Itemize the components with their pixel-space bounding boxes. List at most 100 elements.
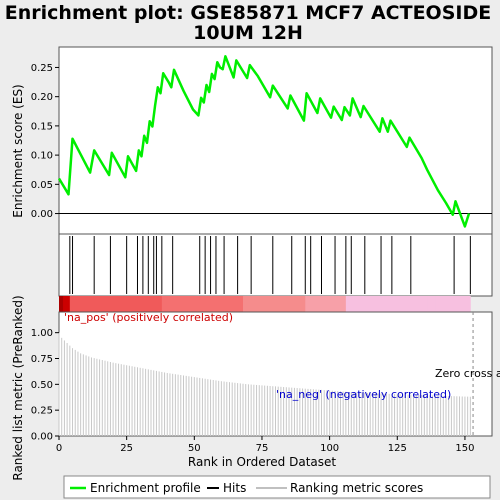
- ranking-x-tick-label: 75: [256, 443, 269, 454]
- es-y-ticks: 0.00 0.05 0.10 0.15 0.20 0.25: [31, 63, 59, 220]
- color-bar-segment: [375, 296, 379, 312]
- color-bar-segment: [302, 296, 306, 312]
- color-bar-segment: [443, 296, 447, 312]
- color-bar-segment: [280, 296, 285, 312]
- color-bar-segment: [307, 296, 312, 312]
- color-bar-segment: [348, 296, 352, 312]
- color-bar-segment: [351, 296, 355, 312]
- color-bar-segment: [421, 296, 425, 312]
- color-bar-segment: [77, 296, 82, 312]
- color-bar-segment: [153, 296, 157, 312]
- color-bar-segment: [359, 296, 363, 312]
- color-bar-segment: [102, 296, 106, 312]
- color-bar-segment: [226, 296, 230, 312]
- color-bar-segment: [278, 296, 282, 312]
- color-bar-segment: [251, 296, 255, 312]
- color-bar-segment: [362, 296, 366, 312]
- color-bar-segment: [291, 296, 295, 312]
- color-bar-segment: [191, 296, 195, 312]
- ranking-x-tick-label: 0: [56, 443, 62, 454]
- ranking-x-tick-label: 100: [320, 443, 339, 454]
- ranking-x-ticks: 0 25 50 75 100 125 150: [56, 436, 474, 454]
- color-bar-segment: [408, 296, 412, 312]
- color-bar-segment: [394, 296, 398, 312]
- es-plot-area: [58, 46, 493, 235]
- color-bar-segment: [75, 296, 79, 312]
- ranking-x-tick-label: 50: [188, 443, 201, 454]
- legend-label-enrichment-profile: Enrichment profile: [90, 481, 201, 495]
- color-bar-segment: [256, 296, 260, 312]
- color-bar-segment: [69, 296, 73, 312]
- negative-correlation-label: 'na_neg' (negatively correlated): [276, 388, 451, 401]
- ranking-y-tick-label: 0.75: [31, 354, 53, 365]
- color-bar-segment: [299, 296, 303, 312]
- color-bar-segment: [454, 296, 458, 312]
- ranking-x-axis-label: Rank in Ordered Dataset: [188, 455, 336, 469]
- es-y-axis-label: Enrichment score (ES): [11, 84, 25, 217]
- color-bar-segment: [367, 296, 371, 312]
- color-bar-segment: [202, 296, 206, 312]
- color-bar-segment: [132, 296, 136, 312]
- color-bar-segment: [370, 296, 374, 312]
- color-bar-segment: [335, 296, 339, 312]
- color-bar-segment: [286, 296, 290, 312]
- color-bar-segment: [67, 296, 71, 312]
- color-bar-segment: [96, 296, 100, 312]
- color-bar-segment: [356, 296, 360, 312]
- color-bar-segment: [383, 296, 387, 312]
- color-bar-segment: [113, 296, 117, 312]
- color-bar-segment: [145, 296, 149, 312]
- color-bar-segment: [169, 296, 174, 312]
- ranking-metric-bars: [58, 332, 471, 436]
- color-bar-segment: [129, 296, 133, 312]
- color-bar-segment: [186, 296, 190, 312]
- color-bar-segment: [416, 296, 420, 312]
- color-bar-segment: [80, 296, 84, 312]
- color-bar-segment: [94, 296, 98, 312]
- es-y-tick-label: 0.20: [31, 92, 53, 103]
- positive-correlation-label: 'na_pos' (positively correlated): [64, 311, 233, 324]
- color-bar-segment: [267, 296, 271, 312]
- color-bar-segment: [59, 296, 64, 312]
- color-bar-segment: [462, 296, 466, 312]
- color-bar-segment: [213, 296, 217, 312]
- color-bar-segment: [118, 296, 122, 312]
- color-bar-segment: [437, 296, 441, 312]
- color-bar-segment: [72, 296, 76, 312]
- color-bar-segment: [432, 296, 436, 312]
- color-bar-segment: [386, 296, 390, 312]
- color-bar-segment: [467, 296, 471, 312]
- color-bar-segment: [451, 296, 455, 312]
- color-bar-segment: [405, 296, 409, 312]
- hits-plot-area: [58, 233, 493, 297]
- color-bar-segment: [445, 296, 450, 312]
- color-bar-segment: [381, 296, 385, 312]
- color-bar-segment: [318, 296, 322, 312]
- color-bar-segment: [218, 296, 222, 312]
- color-bar-segment: [91, 296, 95, 312]
- color-bar-segment: [372, 296, 377, 312]
- color-bar-segment: [353, 296, 358, 312]
- color-bar-segment: [391, 296, 395, 312]
- color-bar-segment: [172, 296, 176, 312]
- color-bar-segment: [167, 296, 171, 312]
- color-bar-segment: [234, 296, 239, 312]
- color-bar-segment: [427, 296, 431, 312]
- color-bar-segment: [289, 296, 293, 312]
- ranking-y-axis-label: Ranked list metric (PreRanked): [11, 295, 25, 480]
- color-bar-segment: [215, 296, 220, 312]
- color-bar-segment: [248, 296, 252, 312]
- ranking-x-tick-label: 125: [388, 443, 407, 454]
- color-bar-segment: [210, 296, 214, 312]
- color-bar-segment: [197, 296, 201, 312]
- color-bar-segment: [397, 296, 401, 312]
- color-bar-segment: [332, 296, 336, 312]
- color-bar-segment: [237, 296, 241, 312]
- es-y-tick-label: 0.05: [31, 180, 53, 191]
- color-bar-segment: [329, 296, 333, 312]
- legend-label-hits: Hits: [223, 481, 246, 495]
- color-bar-segment: [115, 296, 119, 312]
- color-bar-segment: [321, 296, 325, 312]
- color-bar-segment: [134, 296, 138, 312]
- es-y-tick-label: 0.00: [31, 209, 53, 220]
